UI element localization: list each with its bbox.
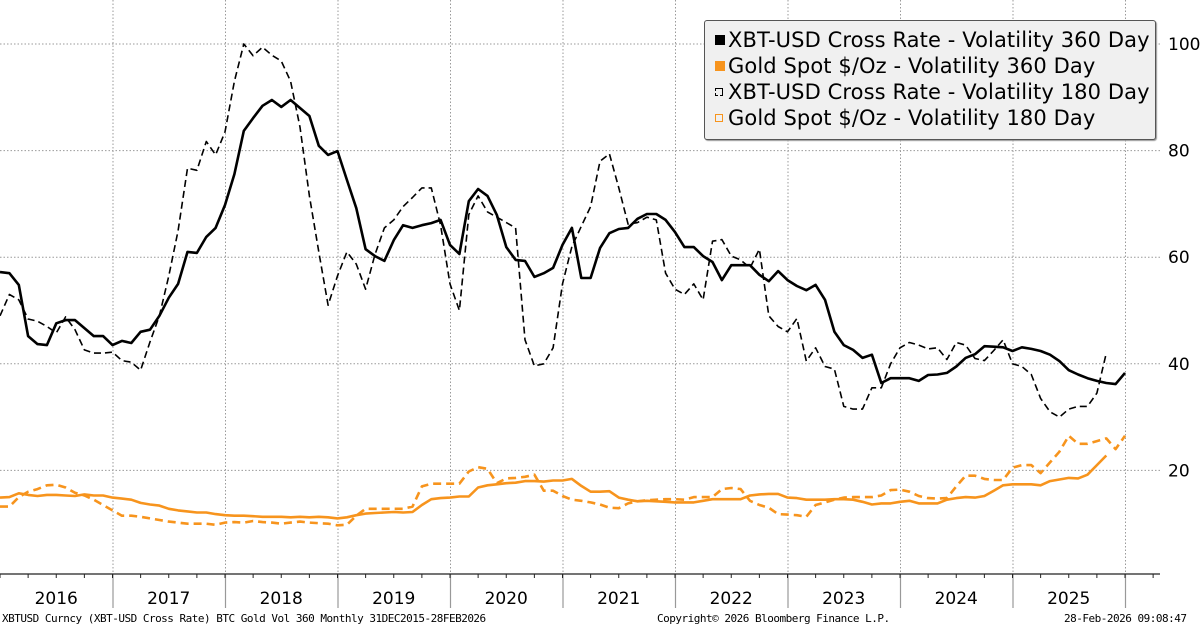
x-axis <box>0 573 1160 608</box>
y-tick-label: 100 <box>1168 35 1200 55</box>
x-tick-label: 2018 <box>260 589 303 609</box>
series-line-gold-180 <box>0 434 1127 527</box>
y-tick-label: 40 <box>1168 355 1190 375</box>
copyright-note: Copyright© 2026 Bloomberg Finance L.P. <box>657 612 890 625</box>
legend-label: XBT-USD Cross Rate - Volatility 360 Day <box>728 28 1150 52</box>
hollow-black-square-icon <box>715 88 723 96</box>
timestamp: 28-Feb-2026 09:08:47 <box>1064 612 1187 625</box>
x-tick-label: 2022 <box>710 589 753 609</box>
legend-item-xbt-180: XBT-USD Cross Rate - Volatility 180 Day <box>715 79 1155 105</box>
solid-black-square-icon <box>715 35 725 45</box>
x-tick-label: 2023 <box>822 589 865 609</box>
x-tick-label: 2021 <box>597 589 640 609</box>
legend-label: Gold Spot $/Oz - Volatility 180 Day <box>728 106 1096 130</box>
y-axis: 20 40 60 80 100 <box>1168 35 1200 481</box>
y-tick-label: 20 <box>1168 461 1190 481</box>
x-tick-label: 2019 <box>372 589 415 609</box>
series-line-gold-360 <box>0 454 1108 520</box>
x-tick-label: 2020 <box>485 589 528 609</box>
series-line-xbt-360 <box>0 98 1126 386</box>
legend-item-xbt-360: XBT-USD Cross Rate - Volatility 360 Day <box>715 27 1155 53</box>
legend-label: XBT-USD Cross Rate - Volatility 180 Day <box>728 80 1150 104</box>
series-lines <box>0 43 1127 527</box>
legend-label: Gold Spot $/Oz - Volatility 360 Day <box>728 54 1096 78</box>
legend-item-gold-180: Gold Spot $/Oz - Volatility 180 Day <box>715 105 1155 131</box>
x-tick-label: 2016 <box>35 589 78 609</box>
solid-orange-square-icon <box>715 61 725 71</box>
hollow-orange-square-icon <box>715 114 723 122</box>
series-line-xbt-180 <box>0 43 1108 418</box>
legend-item-gold-360: Gold Spot $/Oz - Volatility 360 Day <box>715 53 1155 79</box>
x-tick-label: 2017 <box>147 589 190 609</box>
x-tick-label: 2025 <box>1047 589 1090 609</box>
legend: XBT-USD Cross Rate - Volatility 360 Day … <box>704 20 1156 140</box>
y-tick-label: 60 <box>1168 248 1190 268</box>
x-tick-label: 2024 <box>935 589 978 609</box>
source-note: XBTUSD Curncy (XBT-USD Cross Rate) BTC G… <box>2 612 486 625</box>
x-axis-labels: 2016 2017 2018 2019 2020 2021 2022 2023 2024 2025 <box>35 589 1091 609</box>
y-tick-label: 80 <box>1168 142 1190 162</box>
